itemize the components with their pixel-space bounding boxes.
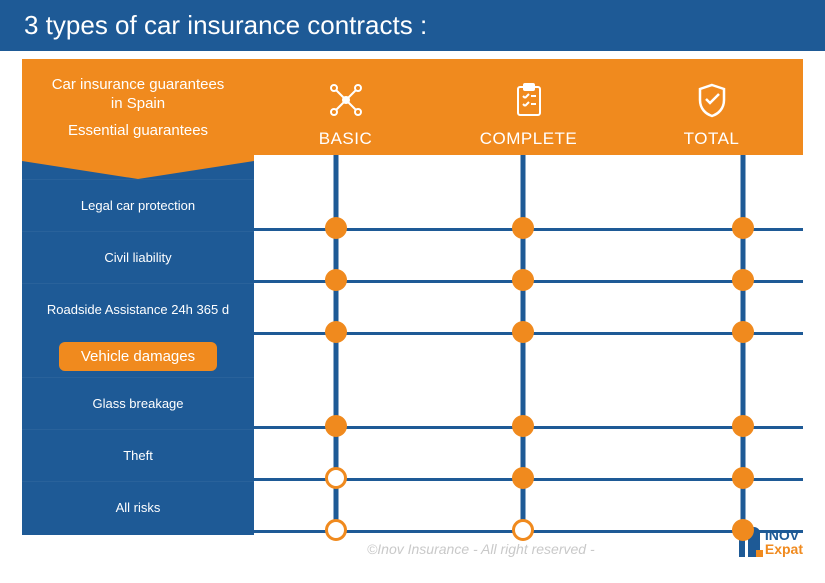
coverage-dot [512,217,534,239]
logo-text: INOV Expat [765,528,803,556]
coverage-dot [325,217,347,239]
section-label: Vehicle damages [59,342,217,371]
coverage-dot [732,467,754,489]
sidebar: Legal car protection Civil liability Roa… [22,155,254,535]
section-header: Vehicle damages [22,335,254,377]
page-title: 3 types of car insurance contracts : [0,0,825,51]
header-line-2: in Spain [28,95,248,112]
row-label: Civil liability [22,231,254,283]
coverage-dot [732,269,754,291]
main-panel: Car insurance guarantees in Spain Essent… [0,51,825,535]
header-band: Car insurance guarantees in Spain Essent… [22,59,803,155]
title-text: 3 types of car insurance contracts : [24,10,427,40]
header-line-3: Essential guarantees [28,122,248,139]
coverage-dot [732,415,754,437]
coverage-dot [325,415,347,437]
coverage-row [254,179,803,231]
header-left: Car insurance guarantees in Spain Essent… [22,68,254,147]
footer-copyright: ©Inov Insurance - All right reserved - [367,541,595,557]
coverage-dot [325,467,347,489]
row-label: All risks [22,481,254,533]
coverage-dot [732,321,754,343]
coverage-dot [512,519,534,541]
coverage-dot [325,321,347,343]
chevron-divider [22,155,254,179]
network-icon [326,80,366,125]
plan-label-total: TOTAL [684,129,740,149]
coverage-dot [732,519,754,541]
coverage-matrix: Legal car protection Civil liability Roa… [22,155,803,535]
row-label: Legal car protection [22,179,254,231]
coverage-row [254,377,803,429]
coverage-dot [512,467,534,489]
coverage-dot [512,415,534,437]
coverage-dot [325,519,347,541]
checklist-icon [509,80,549,125]
row-label: Theft [22,429,254,481]
shield-icon [692,80,732,125]
coverage-dot [512,269,534,291]
plan-label-complete: COMPLETE [480,129,578,149]
coverage-dot [732,217,754,239]
plan-header-complete: COMPLETE [437,59,620,155]
coverage-dot [325,269,347,291]
coverage-dot [512,321,534,343]
header-line-1: Car insurance guarantees [28,76,248,93]
grid-area [254,155,803,535]
row-label: Roadside Assistance 24h 365 d [22,283,254,335]
row-label: Glass breakage [22,377,254,429]
plan-label-basic: BASIC [319,129,373,149]
plan-header-basic: BASIC [254,59,437,155]
plan-header-total: TOTAL [620,59,803,155]
